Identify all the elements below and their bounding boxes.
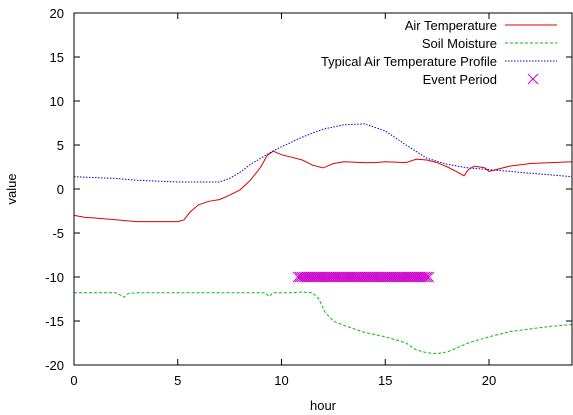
y-tick-label: -10 <box>45 270 64 285</box>
x-axis-label: hour <box>310 398 337 413</box>
series-line <box>73 150 573 223</box>
event-period-point <box>423 271 435 283</box>
x-tick-label: 15 <box>378 373 392 388</box>
x-tick-label: 20 <box>482 373 496 388</box>
y-tick-label: 10 <box>50 94 64 109</box>
legend-swatch <box>527 73 539 85</box>
y-tick-label: 15 <box>50 50 64 65</box>
legend-label: Event Period <box>423 72 497 87</box>
x-tick-label: 5 <box>174 373 181 388</box>
y-tick-label: -20 <box>45 358 64 373</box>
legend-label: Soil Moisture <box>422 36 497 51</box>
y-tick-label: 5 <box>57 138 64 153</box>
y-tick-label: 20 <box>50 6 64 21</box>
legend: Air Temperature Soil Moisture Typical Air … <box>321 18 557 87</box>
y-axis-label: value <box>4 173 19 204</box>
y-tick-label: -15 <box>45 314 64 329</box>
y-tick-label: -5 <box>52 226 64 241</box>
legend-label: Typical Air Temperature Profile <box>321 54 497 69</box>
x-tick-label: 0 <box>70 373 77 388</box>
axis-layer: 0 5 10 15 20 -20 -15 -10 -5 0 5 10 15 20 <box>45 6 572 388</box>
series-line <box>73 123 573 183</box>
event-period-point <box>419 271 431 283</box>
x-tick-label: 10 <box>274 373 288 388</box>
series-line <box>74 291 573 355</box>
event-period-point <box>421 271 433 283</box>
y-tick-label: 0 <box>57 182 64 197</box>
series-layer <box>73 123 573 355</box>
legend-label: Air Temperature <box>405 18 497 33</box>
